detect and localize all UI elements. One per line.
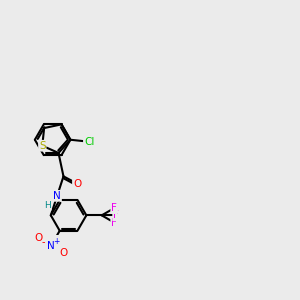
- Text: N: N: [47, 241, 55, 250]
- Text: O: O: [73, 178, 81, 189]
- Text: O: O: [59, 248, 68, 258]
- Text: H: H: [44, 201, 51, 210]
- Text: F: F: [111, 203, 117, 213]
- Text: +: +: [53, 237, 59, 246]
- Text: Cl: Cl: [84, 137, 94, 147]
- Text: O: O: [34, 233, 43, 243]
- Text: F: F: [113, 210, 119, 220]
- Text: N: N: [53, 191, 61, 201]
- Text: S: S: [39, 141, 46, 151]
- Text: F: F: [111, 218, 117, 227]
- Text: -: -: [42, 237, 45, 247]
